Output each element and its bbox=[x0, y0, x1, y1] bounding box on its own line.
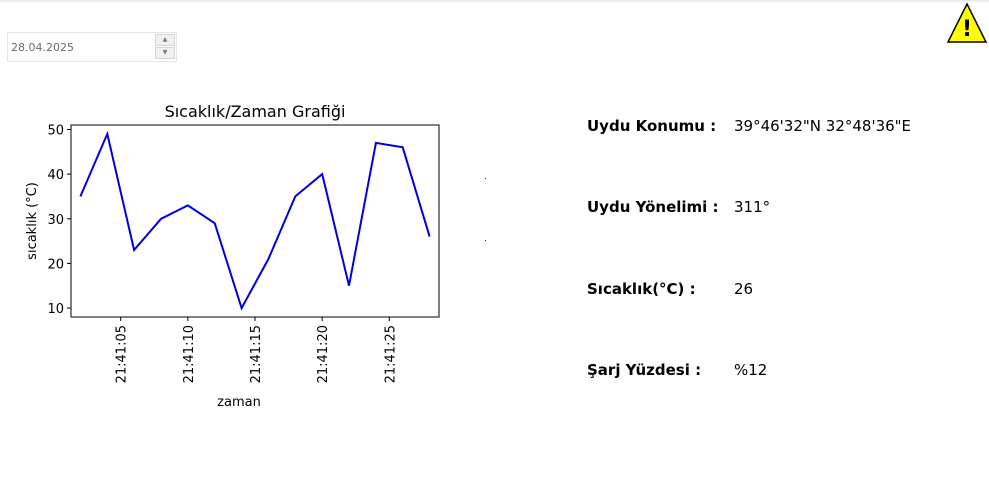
date-spinbox[interactable]: ▲ ▼ bbox=[7, 32, 177, 62]
y-tick-label: 30 bbox=[47, 213, 64, 228]
y-tick-label: 40 bbox=[47, 168, 64, 183]
info-value: %12 bbox=[734, 361, 768, 379]
date-input[interactable] bbox=[8, 33, 157, 61]
info-value: 26 bbox=[734, 280, 754, 298]
temperature-chart: Sıcaklık/Zaman Grafiği 10 20 30 40 50 21:41:05… bbox=[0, 90, 480, 420]
y-tick-label: 50 bbox=[47, 123, 64, 138]
info-value: 311° bbox=[734, 198, 771, 216]
x-tick-label: 21:41:15 bbox=[249, 325, 264, 383]
temperature-series-line bbox=[79, 130, 431, 311]
info-label: Sıcaklık(°C) : bbox=[587, 280, 696, 298]
spin-down-button[interactable]: ▼ bbox=[155, 47, 175, 59]
y-tick-label: 20 bbox=[47, 257, 64, 272]
x-tick-label: 21:41:20 bbox=[316, 325, 331, 383]
x-tick-label: 21:41:25 bbox=[383, 325, 398, 383]
artifact-dot bbox=[485, 240, 486, 241]
info-label: Uydu Yönelimi : bbox=[587, 198, 719, 216]
y-axis-label: sıcaklık (°C) bbox=[25, 182, 40, 260]
y-tick-label: 10 bbox=[47, 302, 64, 317]
chart-svg: Sıcaklık/Zaman Grafiği 10 20 30 40 50 21:41:05… bbox=[25, 102, 440, 410]
info-label: Uydu Konumu : bbox=[587, 117, 717, 135]
warning-icon[interactable]: ! bbox=[946, 2, 988, 44]
x-tick-label: 21:41:05 bbox=[115, 325, 130, 383]
info-value: 39°46'32"N 32°48'36"E bbox=[734, 117, 912, 135]
x-tick-label: 21:41:10 bbox=[182, 325, 197, 383]
info-row-orientation: Uydu Yönelimi : 311° bbox=[587, 198, 987, 222]
top-strip bbox=[0, 0, 989, 2]
artifact-dot bbox=[485, 178, 486, 179]
x-axis-label: zaman bbox=[217, 395, 261, 410]
chart-title: Sıcaklık/Zaman Grafiği bbox=[165, 102, 346, 121]
info-label: Şarj Yüzdesi : bbox=[587, 361, 702, 379]
info-row-position: Uydu Konumu : 39°46'32"N 32°48'36"E bbox=[587, 117, 987, 141]
info-row-temperature: Sıcaklık(°C) : 26 bbox=[587, 280, 987, 304]
info-row-charge: Şarj Yüzdesi : %12 bbox=[587, 361, 987, 385]
plot-frame bbox=[70, 124, 440, 318]
warning-triangle bbox=[946, 2, 988, 43]
date-spin-buttons: ▲ ▼ bbox=[155, 34, 175, 60]
spin-up-button[interactable]: ▲ bbox=[155, 34, 175, 46]
warning-glyph: ! bbox=[962, 17, 972, 42]
